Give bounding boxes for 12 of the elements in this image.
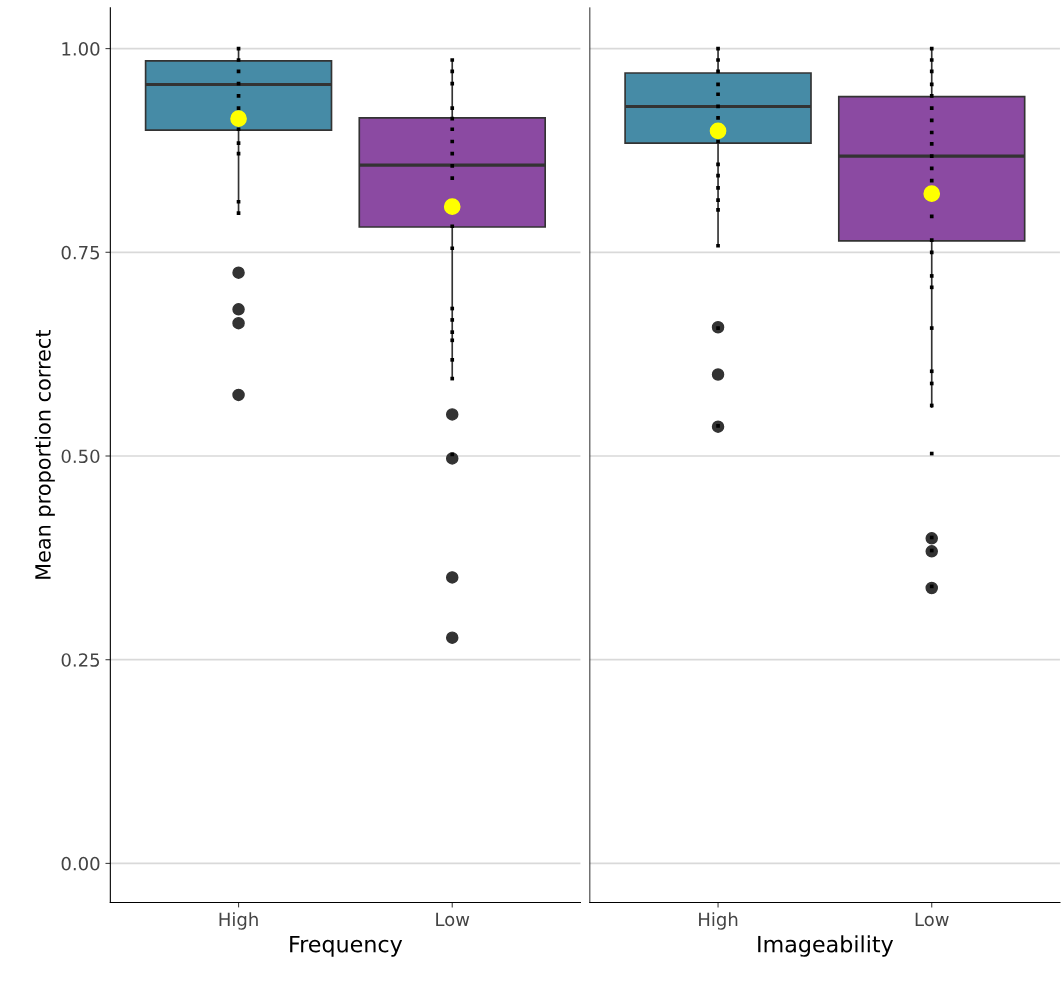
x-axis-title: Imageability — [758, 935, 894, 957]
y-axis-title: Mean proportion correct — [34, 329, 55, 579]
x-axis-title: Frequency — [290, 935, 403, 957]
y-tick-label: 1.00 — [62, 42, 100, 56]
y-tick-label: 0.00 — [61, 856, 100, 871]
x-tick-label: Low — [915, 912, 949, 927]
x-tick-label: Low — [436, 912, 470, 927]
y-tick-label: 0.25 — [61, 653, 100, 667]
y-tick-label: 0.50 — [61, 449, 100, 464]
x-tick-label: High — [699, 912, 738, 930]
x-tick-label: High — [219, 912, 258, 930]
y-tick-label: 0.75 — [61, 245, 100, 260]
